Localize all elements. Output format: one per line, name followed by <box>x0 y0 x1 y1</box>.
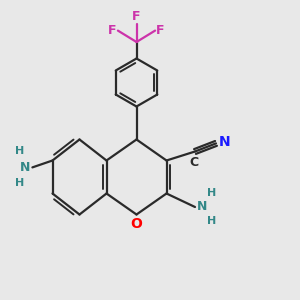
Text: N: N <box>196 200 207 214</box>
Text: O: O <box>130 218 142 232</box>
Text: F: F <box>156 24 165 37</box>
Text: H: H <box>207 216 216 226</box>
Text: H: H <box>15 178 24 188</box>
Text: H: H <box>207 188 216 198</box>
Text: C: C <box>189 156 198 169</box>
Text: H: H <box>15 146 24 156</box>
Text: N: N <box>20 161 30 174</box>
Text: N: N <box>218 135 230 149</box>
Text: F: F <box>108 24 117 37</box>
Text: F: F <box>132 10 141 23</box>
